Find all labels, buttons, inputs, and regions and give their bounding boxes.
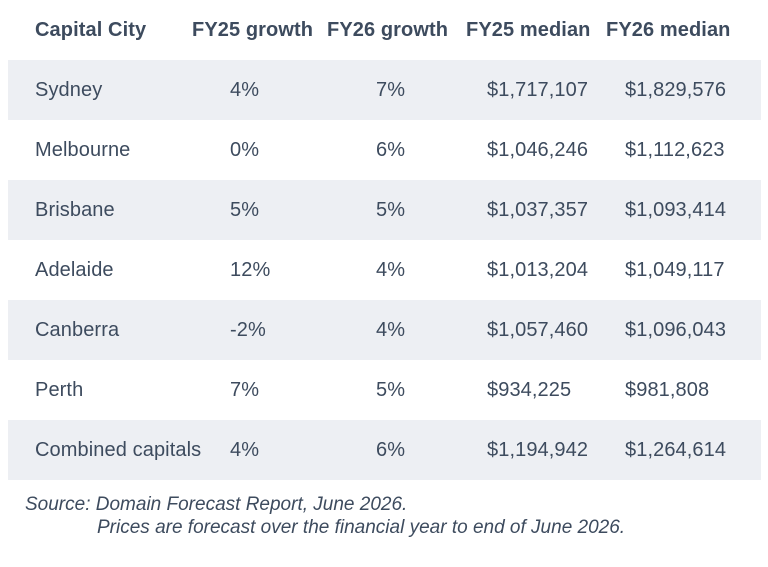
fy26-median-cell: $1,264,614 (625, 438, 727, 461)
city-cell: Sydney (35, 78, 103, 101)
fy26-growth-cell: 4% (376, 318, 406, 341)
city-cell: Combined capitals (35, 438, 202, 461)
fy25-growth-cell: 12% (230, 258, 271, 281)
fy26-median-cell: $1,112,623 (625, 138, 725, 161)
fy25-growth-cell: 5% (230, 198, 260, 221)
fy25-median-cell: $1,194,942 (487, 438, 589, 461)
column-header-fy25-growth: FY25 growth (192, 18, 314, 41)
city-cell: Canberra (35, 318, 120, 341)
column-header-capital-city: Capital City (35, 18, 147, 41)
fy26-median-cell: $1,829,576 (625, 78, 727, 101)
fy25-median-cell: $1,037,357 (487, 198, 589, 221)
fy26-median-cell: $1,093,414 (625, 198, 727, 221)
fy25-growth-cell: 4% (230, 78, 260, 101)
table-row-perth: Perth 7% 5% $934,225 $981,808 (8, 360, 761, 420)
fy25-growth-cell: 4% (230, 438, 260, 461)
capital-city-forecast-table: Capital City FY25 growth FY26 growth FY2… (8, 0, 761, 480)
fy25-growth-cell: 0% (230, 138, 260, 161)
fy25-growth-cell: 7% (230, 378, 260, 401)
city-cell: Brisbane (35, 198, 115, 221)
column-header-fy26-growth: FY26 growth (327, 18, 449, 41)
fy26-median-cell: $981,808 (625, 378, 710, 401)
fy26-growth-cell: 6% (376, 138, 406, 161)
fy25-median-cell: $1,013,204 (487, 258, 589, 281)
table-row-combined-capitals: Combined capitals 4% 6% $1,194,942 $1,26… (8, 420, 761, 480)
fy25-growth-cell: -2% (230, 318, 266, 341)
city-cell: Perth (35, 378, 84, 401)
fy26-growth-cell: 5% (376, 198, 406, 221)
table-row-brisbane: Brisbane 5% 5% $1,037,357 $1,093,414 (8, 180, 761, 240)
fy26-growth-cell: 7% (376, 78, 406, 101)
fy25-median-cell: $934,225 (487, 378, 572, 401)
fy26-median-cell: $1,049,117 (625, 258, 725, 281)
source-line: Source: Domain Forecast Report, June 202… (25, 494, 408, 515)
table-header-row: Capital City FY25 growth FY26 growth FY2… (8, 0, 761, 60)
fy25-median-cell: $1,717,107 (487, 78, 589, 101)
table-row-sydney: Sydney 4% 7% $1,717,107 $1,829,576 (8, 60, 761, 120)
column-header-fy26-median: FY26 median (606, 18, 731, 41)
table-row-adelaide: Adelaide 12% 4% $1,013,204 $1,049,117 (8, 240, 761, 300)
fy26-growth-cell: 4% (376, 258, 406, 281)
fy26-median-cell: $1,096,043 (625, 318, 727, 341)
table-row-melbourne: Melbourne 0% 6% $1,046,246 $1,112,623 (8, 120, 761, 180)
table-row-canberra: Canberra -2% 4% $1,057,460 $1,096,043 (8, 300, 761, 360)
city-cell: Adelaide (35, 258, 114, 281)
forecast-note-line: Prices are forecast over the financial y… (97, 517, 626, 538)
fy26-growth-cell: 5% (376, 378, 406, 401)
source-note: Source: Domain Forecast Report, June 202… (0, 480, 768, 539)
city-cell: Melbourne (35, 138, 131, 161)
fy25-median-cell: $1,057,460 (487, 318, 589, 341)
fy25-median-cell: $1,046,246 (487, 138, 589, 161)
fy26-growth-cell: 6% (376, 438, 406, 461)
column-header-fy25-median: FY25 median (466, 18, 591, 41)
